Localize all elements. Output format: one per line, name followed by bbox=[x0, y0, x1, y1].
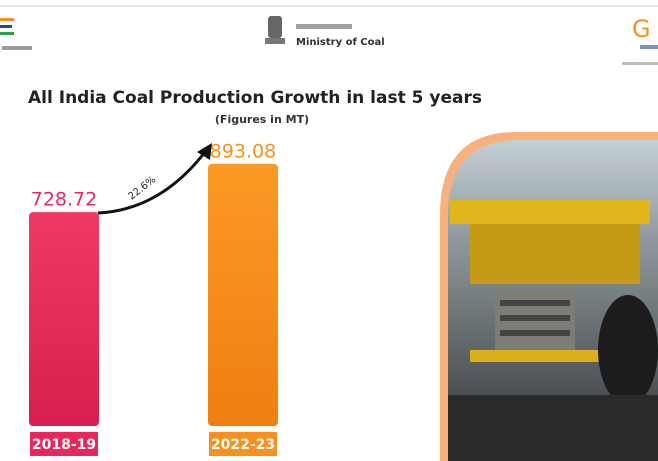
ministry-name: Ministry of Coal bbox=[296, 37, 385, 48]
category-box bbox=[209, 432, 277, 456]
category-label: 2022-23 bbox=[211, 437, 275, 453]
bar bbox=[208, 163, 278, 426]
right-logo: G bbox=[622, 15, 658, 65]
photo bbox=[440, 132, 658, 461]
svg-text:G: G bbox=[632, 15, 651, 43]
growth-arrow bbox=[97, 151, 207, 215]
category-label: 2018-19 bbox=[32, 437, 96, 453]
chart-title: All India Coal Production Growth in last… bbox=[28, 88, 482, 108]
bar bbox=[29, 212, 99, 426]
chart-subtitle: (Figures in MT) bbox=[215, 113, 309, 126]
category-box bbox=[30, 432, 98, 456]
arrow-head bbox=[197, 143, 212, 160]
value-label: 728.72 bbox=[31, 189, 97, 211]
emblem bbox=[265, 16, 352, 44]
value-label: 893.08 bbox=[210, 140, 276, 162]
left-logo bbox=[0, 18, 32, 50]
